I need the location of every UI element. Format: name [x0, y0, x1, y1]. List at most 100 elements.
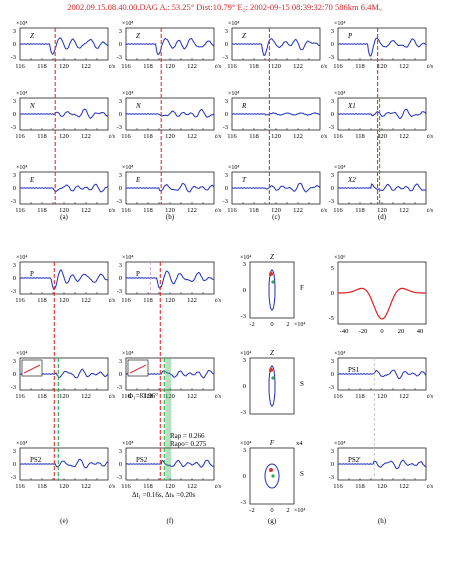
hodogram-title: Z [270, 253, 274, 261]
x-tick-label: 118 [143, 483, 153, 490]
x-axis-unit: t/s [109, 393, 116, 400]
y-tick-label: 3 [331, 98, 334, 105]
x-tick-label: 122 [293, 63, 303, 70]
hodogram-pick-marker [271, 376, 275, 380]
exponent-label: ×10⁴ [16, 441, 27, 447]
x-tick-label: 116 [333, 207, 343, 214]
y-tick-label: 0 [225, 111, 228, 118]
y-tick-label: 0 [119, 185, 122, 192]
waveform-trace [19, 183, 109, 193]
panel-frame [337, 261, 427, 325]
x-tick-label: 120 [165, 63, 175, 70]
waveform-trace [337, 183, 427, 192]
y-tick-label: -3 [329, 198, 334, 205]
x-tick-label: 118 [355, 207, 365, 214]
exponent-label: ×10⁴ [334, 351, 345, 357]
x-tick-label: 122 [81, 133, 91, 140]
y-tick-label: 0 [119, 275, 122, 282]
x-tick-label: 122 [399, 483, 409, 490]
x-tick-label: 118 [143, 133, 153, 140]
hodogram-title: Z [270, 349, 274, 357]
x-tick-label: 0 [270, 507, 273, 514]
x-axis-unit: t/s [109, 133, 116, 140]
x-tick-label: 122 [187, 207, 197, 214]
exponent-label: ×10⁴ [228, 91, 239, 97]
x-tick-label: 120 [59, 207, 69, 214]
hodogram-start-marker [269, 368, 273, 372]
y-tick-label: 0 [119, 371, 122, 378]
y-tick-label: -3 [329, 54, 334, 61]
channel-label: E [29, 176, 35, 184]
y-tick-label: 3 [243, 357, 246, 364]
x-tick-label: 122 [399, 63, 409, 70]
x-tick-label: 122 [187, 483, 197, 490]
x-tick-label: 118 [37, 133, 47, 140]
channel-label: Z [30, 32, 34, 40]
panel-letter: (a) [60, 213, 68, 221]
x-tick-label: 120 [271, 207, 281, 214]
x-tick-label: 116 [121, 133, 131, 140]
x-tick-label: 118 [249, 63, 259, 70]
y-tick-label: -3 [11, 198, 16, 205]
x-tick-label: 0 [380, 328, 383, 335]
y-tick-label: -3 [11, 474, 16, 481]
x-tick-label: 122 [187, 297, 197, 304]
y-tick-label: -3 [117, 124, 122, 131]
x-tick-label: 2 [286, 321, 289, 328]
exponent-label: ×10⁶ [334, 255, 345, 261]
x-axis-unit: t/s [321, 133, 328, 140]
x-axis-unit: t/s [215, 63, 222, 70]
x-axis-unit: t/s [215, 483, 222, 490]
y-tick-label: 0 [243, 473, 246, 480]
channel-label: X2 [347, 176, 356, 184]
y-tick-label: -3 [117, 288, 122, 295]
exponent-label: ×10⁴ [16, 351, 27, 357]
panel-letter: (h) [378, 517, 387, 525]
hodogram-frame [249, 357, 295, 415]
exponent-label: ×10⁴ [122, 351, 133, 357]
y-tick-label: 0 [119, 461, 122, 468]
x-tick-label: 118 [249, 207, 259, 214]
waveform-trace [125, 459, 215, 468]
hodogram-pick-marker [271, 474, 275, 478]
panel-letter: (f) [167, 517, 175, 525]
y-tick-label: 0 [331, 290, 334, 297]
x-axis-unit: t/s [427, 393, 434, 400]
x-axis-unit: t/s [321, 63, 328, 70]
channel-label: PS1 [348, 366, 360, 374]
x-tick-label: 116 [121, 393, 131, 400]
x-tick-label: 118 [355, 483, 365, 490]
x-tick-label: 116 [15, 207, 25, 214]
y-tick-label: -3 [241, 409, 246, 416]
x-tick-label: 118 [37, 393, 47, 400]
exponent-label: ×10⁴ [240, 351, 251, 357]
x-tick-label: 118 [355, 63, 365, 70]
x-tick-label: 120 [377, 393, 387, 400]
y-tick-label: 3 [13, 28, 16, 35]
channel-label: X1 [347, 102, 356, 110]
y-tick-label: 0 [13, 111, 16, 118]
y-tick-label: 3 [13, 448, 16, 455]
y-tick-label: 3 [243, 447, 246, 454]
x-tick-label: 120 [59, 393, 69, 400]
x-tick-label: 122 [81, 483, 91, 490]
exponent-label: ×10⁴ [122, 255, 133, 261]
x-tick-label: -40 [340, 328, 349, 335]
exponent-label: ×10⁴ [228, 21, 239, 27]
x-tick-label: 118 [143, 63, 153, 70]
hodogram-corner-label: x4 [296, 440, 303, 447]
y-tick-label: 0 [225, 185, 228, 192]
waveform-trace [337, 108, 427, 120]
x-axis-unit: t/s [109, 63, 116, 70]
x-tick-label: 118 [355, 133, 365, 140]
y-tick-label: 3 [225, 28, 228, 35]
y-tick-label: 0 [225, 41, 228, 48]
x-tick-label: 120 [377, 207, 387, 214]
x-tick-label: 116 [227, 63, 237, 70]
x-tick-label: 122 [187, 393, 197, 400]
waveform-trace [19, 458, 109, 469]
x-tick-label: 120 [271, 133, 281, 140]
hodogram-frame [249, 261, 295, 319]
y-tick-label: -3 [223, 124, 228, 131]
panel-letter: (g) [268, 517, 277, 525]
